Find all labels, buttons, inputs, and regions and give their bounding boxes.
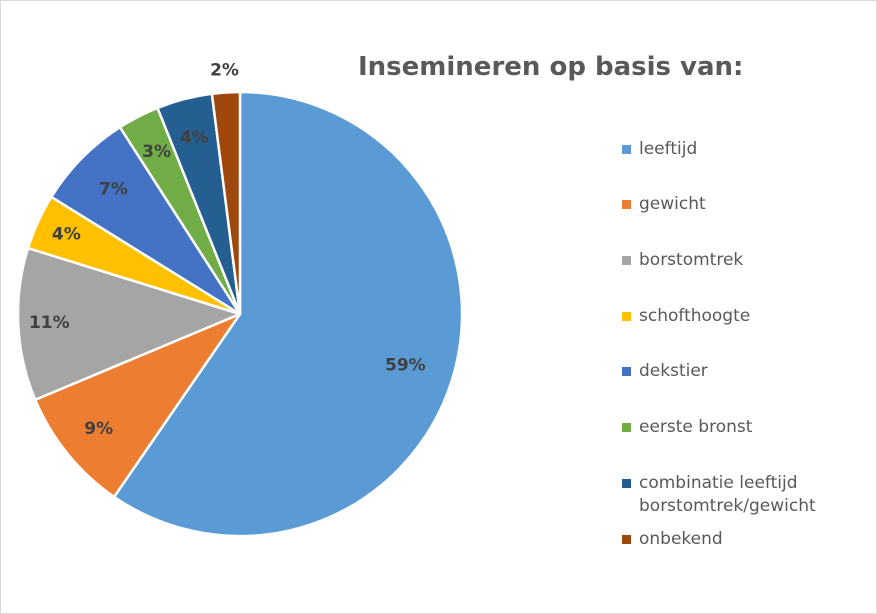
legend-label: dekstier <box>639 361 708 381</box>
data-label-8: 2% <box>210 60 239 80</box>
legend-label: leeftijd <box>639 139 698 159</box>
data-label-7: 4% <box>180 128 209 148</box>
legend-swatch <box>622 423 631 432</box>
legend-label: borstomtrek <box>639 250 744 270</box>
legend-item: onbekend <box>622 528 723 551</box>
legend-swatch <box>622 256 631 265</box>
legend-label: gewicht <box>639 194 706 214</box>
legend-swatch <box>622 479 631 488</box>
pie-slice-2 <box>33 312 242 499</box>
legend-item: combinatie leeftijd borstomtrek/gewicht <box>622 472 816 518</box>
pie-slice-8 <box>210 90 242 316</box>
data-label-4: 4% <box>52 225 81 245</box>
data-label-6: 3% <box>142 142 171 162</box>
legend-label: onbekend <box>639 529 723 549</box>
pie-slice-3 <box>16 246 242 402</box>
legend-item: dekstier <box>622 360 708 383</box>
legend-swatch <box>622 200 631 209</box>
legend-swatch <box>622 535 631 544</box>
chart-title: Insemineren op basis van: <box>358 52 744 82</box>
legend-item: schofthoogte <box>622 305 750 328</box>
data-label-1: 59% <box>385 355 426 375</box>
data-label-2: 9% <box>84 419 113 439</box>
legend-swatch <box>622 145 631 154</box>
legend-swatch <box>622 367 631 376</box>
legend-item: eerste bronst <box>622 416 752 439</box>
legend-label: schofthoogte <box>639 306 751 326</box>
legend-label: combinatie leeftijd borstomtrek/gewicht <box>639 473 816 516</box>
legend-item: leeftijd <box>622 138 697 161</box>
legend-item: borstomtrek <box>622 249 743 272</box>
legend-label: eerste bronst <box>639 417 753 437</box>
legend-item: gewicht <box>622 193 706 216</box>
data-label-5: 7% <box>99 179 128 199</box>
legend-swatch <box>622 312 631 321</box>
pie-slice-1 <box>112 90 464 538</box>
data-label-3: 11% <box>29 313 70 333</box>
